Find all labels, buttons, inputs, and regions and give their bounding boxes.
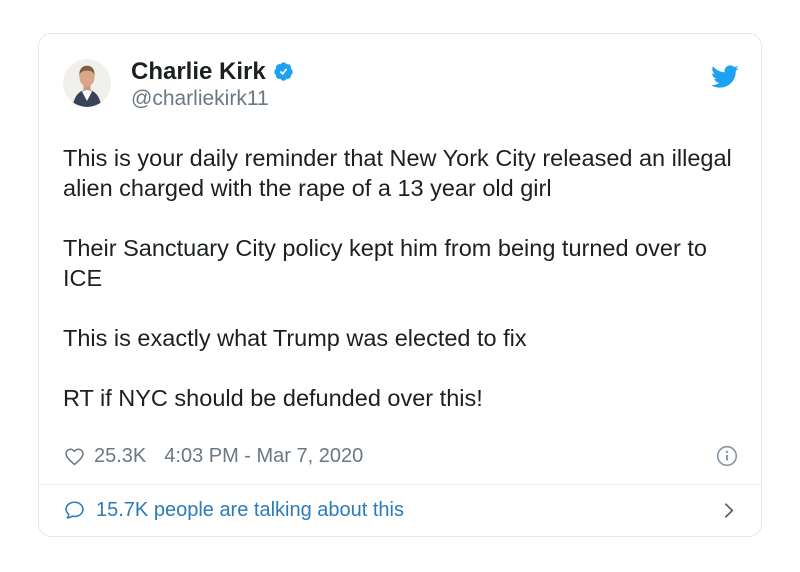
- tweet-paragraph: This is your daily reminder that New Yor…: [63, 145, 732, 202]
- author-name[interactable]: Charlie Kirk: [131, 58, 266, 85]
- tweet-text: This is your daily reminder that New Yor…: [63, 143, 739, 443]
- speech-bubble-icon: [63, 499, 86, 522]
- author-name-row[interactable]: Charlie Kirk: [131, 59, 294, 84]
- verified-badge-icon: [273, 61, 294, 82]
- chevron-right-icon[interactable]: [718, 500, 739, 521]
- conversation-bar: 15.7K people are talking about this: [39, 484, 761, 536]
- conversation-link[interactable]: 15.7K people are talking about this: [63, 499, 404, 522]
- tweet-header: Charlie Kirk @charliekirk11: [63, 59, 739, 110]
- author-block: Charlie Kirk @charliekirk11: [131, 59, 294, 110]
- tweet-card: Charlie Kirk @charliekirk11 This: [38, 33, 762, 537]
- like-count[interactable]: 25.3K: [94, 444, 147, 467]
- twitter-logo-icon[interactable]: [710, 62, 739, 96]
- info-button[interactable]: [715, 444, 739, 468]
- tweet-paragraph: This is exactly what Trump was elected t…: [63, 325, 527, 352]
- avatar[interactable]: [63, 59, 111, 107]
- info-circle-icon: [715, 444, 739, 468]
- heart-outline-icon: [63, 445, 86, 468]
- like-button[interactable]: 25.3K: [63, 445, 146, 468]
- avatar-image: [63, 59, 111, 107]
- conversation-label[interactable]: 15.7K people are talking about this: [96, 499, 404, 521]
- author-handle[interactable]: @charliekirk11: [131, 87, 269, 111]
- tweet-paragraph: Their Sanctuary City policy kept him fro…: [63, 235, 707, 292]
- tweet-paragraph: RT if NYC should be defunded over this!: [63, 385, 483, 412]
- tweet-meta: 25.3K 4:03 PM - Mar 7, 2020: [63, 444, 739, 468]
- tweet-timestamp[interactable]: 4:03 PM - Mar 7, 2020: [164, 444, 364, 467]
